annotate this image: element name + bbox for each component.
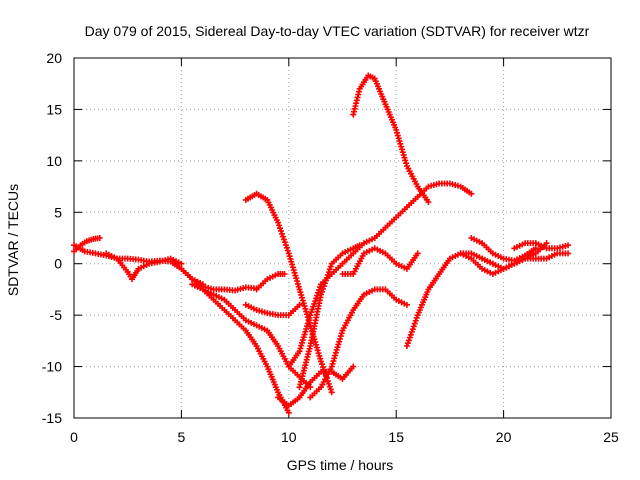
data-point xyxy=(468,190,475,197)
x-tick-label: 10 xyxy=(281,429,297,445)
data-point xyxy=(281,271,288,277)
x-tick-label: 20 xyxy=(496,429,512,445)
data-point xyxy=(325,380,332,387)
chart-title: Day 079 of 2015, Sidereal Day-to-day VTE… xyxy=(85,23,590,39)
data-point xyxy=(328,389,335,396)
x-tick-label: 25 xyxy=(603,429,619,445)
data-point xyxy=(543,240,550,247)
series-track-10 xyxy=(275,363,357,409)
grid-lines xyxy=(74,58,611,418)
data-point xyxy=(327,386,334,393)
x-tick-label: 15 xyxy=(388,429,404,445)
data-point xyxy=(410,323,417,330)
data-point xyxy=(317,284,324,291)
data-point xyxy=(283,244,290,251)
data-point xyxy=(326,383,333,390)
data-point xyxy=(318,361,325,368)
data-point xyxy=(327,263,334,270)
series-track-7 xyxy=(242,301,303,319)
y-tick-label: 15 xyxy=(46,101,62,117)
data-point xyxy=(314,292,321,299)
data-point xyxy=(311,300,318,307)
data-point xyxy=(565,242,572,249)
data-point xyxy=(275,219,282,226)
data-point xyxy=(316,286,323,293)
y-tick-label: 10 xyxy=(46,153,62,169)
data-point xyxy=(280,236,287,243)
data-point xyxy=(408,328,415,335)
series-track-2 xyxy=(71,235,103,255)
data-point xyxy=(409,326,416,333)
x-tick-label: 5 xyxy=(178,429,186,445)
data-point xyxy=(326,266,333,273)
series-track-13 xyxy=(307,286,410,401)
data-point xyxy=(405,337,412,344)
series-track-15 xyxy=(350,72,432,205)
data-point xyxy=(308,309,315,316)
data-point xyxy=(403,301,410,308)
y-tick-label: -5 xyxy=(50,307,63,323)
data-point xyxy=(281,239,288,246)
x-axis-title: GPS time / hours xyxy=(287,457,394,473)
series-track-14 xyxy=(339,245,421,277)
y-tick-label: 0 xyxy=(54,256,62,272)
data-point xyxy=(178,260,185,267)
data-point xyxy=(278,230,285,237)
data-point xyxy=(309,306,316,313)
series-track-4 xyxy=(178,265,260,294)
data-point xyxy=(350,363,357,370)
series-track-1 xyxy=(71,242,206,288)
data-point xyxy=(404,340,411,347)
y-tick-label: 5 xyxy=(54,204,62,220)
series-track-19 xyxy=(479,250,572,272)
data-point xyxy=(310,303,317,310)
data-point xyxy=(406,334,413,341)
data-point xyxy=(296,301,303,308)
data-point xyxy=(282,242,289,249)
data-point xyxy=(565,250,572,257)
data-point xyxy=(284,247,291,254)
y-axis-title: SDTVAR / TECUs xyxy=(5,184,21,296)
data-point xyxy=(425,199,432,205)
series-track-20 xyxy=(511,240,572,252)
y-tick-label: -10 xyxy=(42,359,62,375)
series-track-12 xyxy=(285,180,475,370)
y-tick-label: 20 xyxy=(46,50,62,66)
data-point xyxy=(413,314,420,321)
data-point xyxy=(276,222,283,229)
x-tick-label: 0 xyxy=(70,429,78,445)
data-point xyxy=(313,295,320,302)
data-point xyxy=(414,250,421,257)
series-track-16 xyxy=(403,250,496,349)
y-tick-label: -15 xyxy=(42,410,62,426)
data-point xyxy=(315,289,322,296)
data-point xyxy=(412,317,419,324)
data-point xyxy=(403,343,410,349)
axis-ticks: 0 5 10 15 20 25 -15 -10 -5 0 5 10 15 20 xyxy=(42,50,619,445)
series-track-8 xyxy=(253,271,288,293)
data-point xyxy=(285,409,292,416)
data-point xyxy=(411,320,418,327)
plot-frame xyxy=(73,57,612,419)
data-point xyxy=(312,298,319,305)
data-point xyxy=(532,245,539,252)
data-point xyxy=(277,227,284,234)
data-point xyxy=(318,358,325,365)
data-point xyxy=(407,331,414,338)
data-point xyxy=(279,233,286,240)
data-point xyxy=(277,225,284,232)
data-point xyxy=(307,312,314,319)
data-series xyxy=(71,72,572,416)
data-point xyxy=(96,235,103,241)
series-track-3 xyxy=(103,250,185,283)
